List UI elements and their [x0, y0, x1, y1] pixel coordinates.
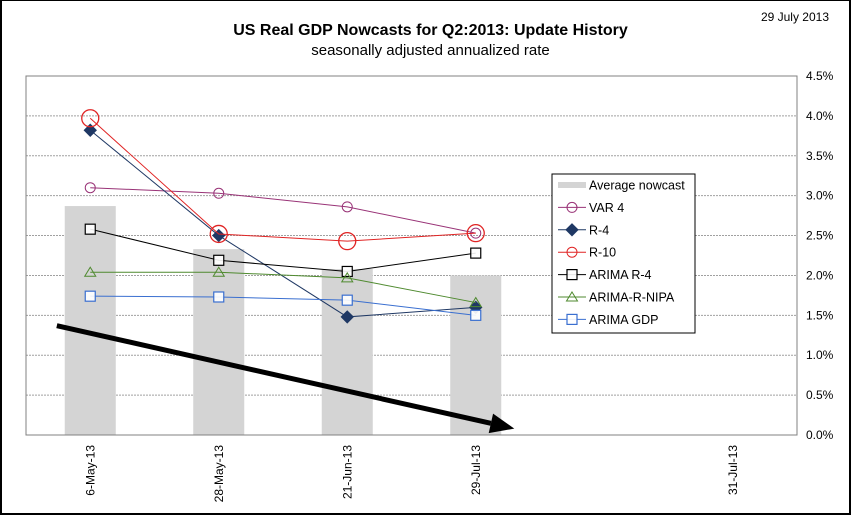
y-tick-label: 1.5% — [806, 308, 834, 322]
y-tick-label: 0.5% — [806, 388, 834, 402]
series-line — [89, 117, 476, 242]
data-point-marker — [84, 182, 96, 194]
legend-label: ARIMA GDP — [589, 313, 658, 327]
y-tick-label: 1.0% — [806, 348, 834, 362]
legend-swatch-marker — [566, 246, 578, 258]
series-line — [90, 187, 476, 234]
chart-subtitle-text: seasonally adjusted annualized rate — [311, 42, 550, 59]
bar-average-nowcast — [64, 206, 116, 435]
x-tick-label: 29-Jul-13 — [469, 445, 483, 495]
data-point-marker — [83, 266, 97, 277]
series-arima-gdp — [84, 290, 482, 321]
series-arima-r-nipa — [83, 266, 483, 308]
series-line — [89, 129, 476, 318]
series-line — [90, 228, 476, 272]
legend-swatch-marker — [566, 201, 578, 213]
legend-label: Average nowcast — [589, 179, 685, 193]
legend-label: R-4 — [589, 223, 609, 237]
legend-label: ARIMA R-4 — [589, 268, 652, 282]
data-point-marker — [209, 224, 228, 244]
legend-item: R-4 — [558, 223, 609, 237]
legend-label: VAR 4 — [589, 201, 624, 215]
series-lines — [81, 109, 485, 324]
legend-swatch-marker — [566, 269, 578, 281]
series-arima-r-4 — [84, 223, 482, 278]
data-point-marker — [83, 123, 97, 137]
legend-item: R-10 — [558, 246, 616, 260]
legend: Average nowcast VAR 4 R-4 R-10 ARIMA R-4 ARIM… — [551, 173, 696, 334]
legend-swatch-marker — [565, 223, 579, 237]
chart-title-text: US Real GDP Nowcasts for Q2:2013: Update… — [233, 22, 628, 39]
chart-title: US Real GDP Nowcasts for Q2:2013: Update… — [0, 22, 851, 40]
series-var-4 — [84, 182, 482, 239]
data-point-marker — [341, 265, 353, 278]
y-tick-label: 2.5% — [806, 229, 834, 243]
data-point-marker — [466, 224, 485, 243]
legend-box — [551, 173, 696, 334]
y-tick-label: 2.0% — [806, 268, 834, 282]
data-point-marker — [213, 254, 225, 266]
series-r-4 — [83, 123, 483, 324]
series-line — [90, 295, 476, 316]
data-point-marker — [340, 271, 354, 283]
data-point-marker — [213, 187, 225, 199]
legend-label: ARIMA-R-NIPA — [589, 291, 675, 305]
data-point-marker — [469, 296, 483, 308]
x-tick-label: 6-May-13 — [83, 445, 97, 496]
data-point-marker — [213, 291, 225, 303]
legend-item: ARIMA GDP — [558, 313, 658, 327]
y-tick-label: 3.5% — [806, 149, 834, 163]
legend-swatch-marker — [565, 291, 579, 302]
x-tick-label: 28-May-13 — [212, 445, 226, 503]
data-point-marker — [84, 290, 96, 302]
x-tick-label: 21-Jun-13 — [340, 445, 354, 499]
y-tick-label: 3.0% — [806, 189, 834, 203]
series-line — [90, 271, 476, 304]
bars-group — [64, 206, 502, 435]
bar-average-nowcast — [193, 249, 245, 435]
data-point-marker — [84, 223, 96, 235]
legend-swatch-bar — [558, 182, 586, 188]
x-tick-label: 31-Jul-13 — [726, 445, 740, 495]
legend-item: VAR 4 — [558, 201, 624, 215]
data-point-marker — [338, 231, 357, 251]
plot-area-border — [25, 75, 798, 436]
legend-label: R-10 — [589, 246, 616, 260]
bar-average-nowcast — [321, 269, 373, 435]
data-point-marker — [212, 266, 226, 277]
data-point-marker — [340, 310, 354, 324]
legend-swatch-marker — [566, 313, 578, 325]
data-point-marker — [81, 109, 100, 128]
legend-item: ARIMA R-4 — [558, 268, 652, 282]
data-point-marker — [470, 247, 482, 259]
data-point-marker — [470, 309, 482, 321]
arrow-shaft — [56, 323, 492, 426]
y-axis-ticks: 0.0% 0.5% 1.0% 1.5% 2.0% 2.5% 3.0% 3.5% 4.0% 4.5% — [806, 69, 834, 442]
arrow-head — [488, 413, 515, 434]
legend-item: ARIMA-R-NIPA — [558, 291, 675, 305]
trend-arrow — [56, 323, 515, 434]
data-point-marker — [212, 228, 226, 243]
data-point-marker — [341, 201, 353, 213]
data-point-marker — [341, 294, 353, 306]
series-r-10 — [81, 109, 485, 251]
y-tick-label: 4.5% — [806, 69, 834, 83]
legend-item: Average nowcast — [558, 179, 685, 193]
y-tick-label: 0.0% — [806, 428, 834, 442]
date-stamp: 29 July 2013 — [760, 10, 829, 24]
chart-subtitle: seasonally adjusted annualized rate — [0, 42, 851, 59]
x-axis-ticks: 6-May-13 28-May-13 21-Jun-13 29-Jul-13 31-Ju… — [83, 445, 740, 503]
y-tick-label: 4.0% — [806, 109, 834, 123]
